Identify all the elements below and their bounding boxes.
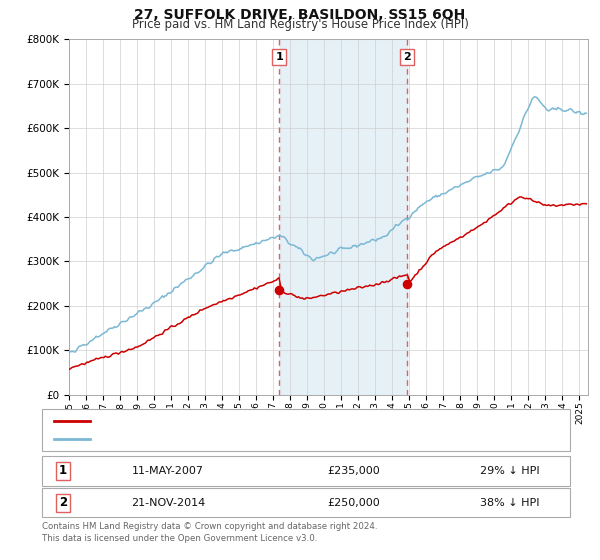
- Text: 21-NOV-2014: 21-NOV-2014: [131, 498, 205, 508]
- Text: 27, SUFFOLK DRIVE, BASILDON, SS15 6QH: 27, SUFFOLK DRIVE, BASILDON, SS15 6QH: [134, 8, 466, 22]
- Text: HPI: Average price, detached house, Basildon: HPI: Average price, detached house, Basi…: [96, 434, 334, 444]
- Text: £250,000: £250,000: [328, 498, 380, 508]
- Text: 1: 1: [59, 464, 67, 478]
- Text: 27, SUFFOLK DRIVE, BASILDON, SS15 6QH (detached house): 27, SUFFOLK DRIVE, BASILDON, SS15 6QH (d…: [96, 416, 412, 426]
- Text: 2: 2: [404, 52, 412, 62]
- Text: This data is licensed under the Open Government Licence v3.0.: This data is licensed under the Open Gov…: [42, 534, 317, 543]
- Text: Price paid vs. HM Land Registry's House Price Index (HPI): Price paid vs. HM Land Registry's House …: [131, 18, 469, 31]
- Point: [275, 286, 284, 295]
- Text: £235,000: £235,000: [328, 466, 380, 476]
- Point: [403, 279, 412, 288]
- Text: 11-MAY-2007: 11-MAY-2007: [132, 466, 204, 476]
- Text: 29% ↓ HPI: 29% ↓ HPI: [480, 466, 540, 476]
- Text: 38% ↓ HPI: 38% ↓ HPI: [480, 498, 540, 508]
- Text: 1: 1: [275, 52, 283, 62]
- Text: Contains HM Land Registry data © Crown copyright and database right 2024.: Contains HM Land Registry data © Crown c…: [42, 522, 377, 531]
- Text: 2: 2: [59, 496, 67, 510]
